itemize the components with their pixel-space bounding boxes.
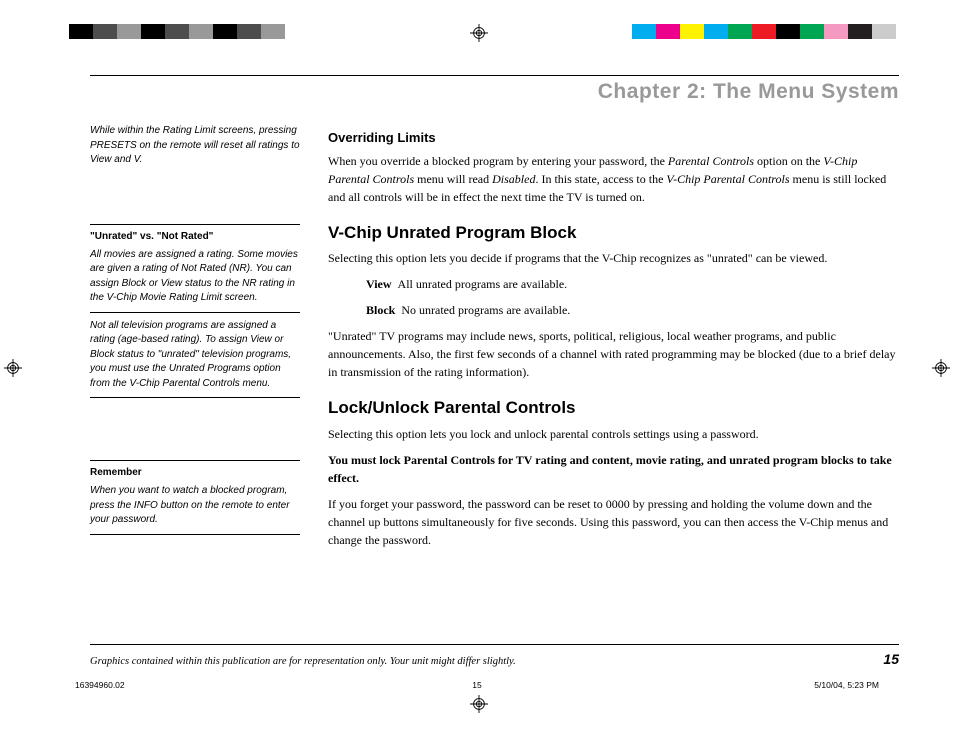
- sidebar-body: Not all television programs are assigned…: [90, 319, 300, 392]
- sidebar-body: When you want to watch a blocked program…: [90, 484, 300, 528]
- header-rule: [90, 75, 899, 76]
- color-bar-right: [632, 24, 896, 39]
- paragraph: You must lock Parental Controls for TV r…: [328, 451, 899, 487]
- color-swatch: [189, 24, 213, 39]
- color-swatch: [800, 24, 824, 39]
- page-footer: Graphics contained within this publicati…: [90, 651, 899, 667]
- color-swatch: [93, 24, 117, 39]
- color-swatch: [704, 24, 728, 39]
- chapter-title: Chapter 2: The Menu System: [90, 80, 899, 104]
- heading-unrated: V-Chip Unrated Program Block: [328, 220, 899, 246]
- paragraph: Selecting this option lets you lock and …: [328, 425, 899, 443]
- color-swatch: [117, 24, 141, 39]
- color-swatch: [848, 24, 872, 39]
- color-swatch: [261, 24, 285, 39]
- sidebar: While within the Rating Limit screens, p…: [90, 124, 300, 557]
- color-swatch: [728, 24, 752, 39]
- color-swatch: [680, 24, 704, 39]
- color-swatch: [632, 24, 656, 39]
- color-swatch: [824, 24, 848, 39]
- print-page: 15: [75, 680, 879, 690]
- sidebar-body: All movies are assigned a rating. Some m…: [90, 248, 300, 306]
- color-swatch: [165, 24, 189, 39]
- color-bar-left: [69, 24, 285, 39]
- divider: [90, 534, 300, 535]
- color-swatch: [872, 24, 896, 39]
- footer-disclaimer: Graphics contained within this publicati…: [90, 656, 516, 667]
- sidebar-heading: "Unrated" vs. "Not Rated": [90, 231, 300, 242]
- color-swatch: [656, 24, 680, 39]
- paragraph: Selecting this option lets you decide if…: [328, 249, 899, 267]
- definition-block: Block No unrated programs are available.: [366, 301, 899, 319]
- color-swatch: [237, 24, 261, 39]
- color-swatch: [141, 24, 165, 39]
- registration-mark-icon: [932, 359, 950, 377]
- definition-view: View All unrated programs are available.: [366, 275, 899, 293]
- color-swatch: [69, 24, 93, 39]
- color-swatch: [213, 24, 237, 39]
- footer-rule: [90, 644, 899, 645]
- sidebar-note: While within the Rating Limit screens, p…: [90, 124, 300, 168]
- page-content: Chapter 2: The Menu System While within …: [90, 75, 899, 667]
- paragraph: When you override a blocked program by e…: [328, 152, 899, 206]
- divider: [90, 397, 300, 398]
- divider: [90, 312, 300, 313]
- color-swatch: [776, 24, 800, 39]
- registration-mark-icon: [470, 24, 488, 42]
- subheading-overriding: Overriding Limits: [328, 128, 899, 148]
- main-column: Overriding Limits When you override a bl…: [328, 124, 899, 557]
- paragraph: If you forget your password, the passwor…: [328, 495, 899, 549]
- print-metadata: 16394960.02 15 5/10/04, 5:23 PM: [75, 680, 879, 690]
- registration-mark-icon: [4, 359, 22, 377]
- divider: [90, 460, 300, 461]
- divider: [90, 224, 300, 225]
- paragraph: "Unrated" TV programs may include news, …: [328, 327, 899, 381]
- sidebar-heading: Remember: [90, 467, 300, 478]
- heading-lock: Lock/Unlock Parental Controls: [328, 395, 899, 421]
- registration-mark-icon: [470, 695, 488, 713]
- color-swatch: [752, 24, 776, 39]
- page-number: 15: [883, 651, 899, 667]
